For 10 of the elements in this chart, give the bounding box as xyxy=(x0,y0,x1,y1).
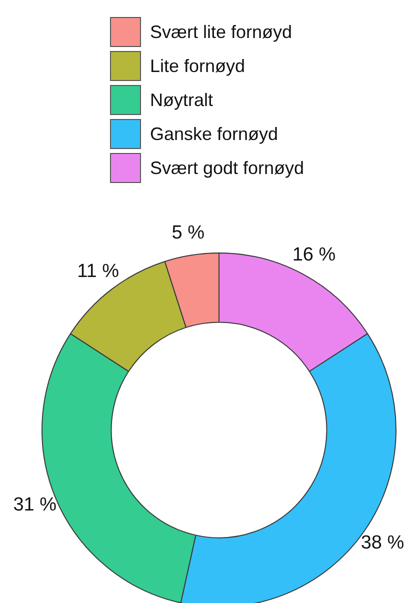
legend-label: Svært lite fornøyd xyxy=(150,22,292,42)
data-label: 31 % xyxy=(13,494,57,516)
data-label: 16 % xyxy=(292,244,336,266)
legend-label: Lite fornøyd xyxy=(150,56,246,76)
legend-label: Ganske fornøyd xyxy=(150,124,278,144)
legend-label: Nøytralt xyxy=(150,90,213,110)
data-label: 5 % xyxy=(172,222,205,244)
legend-label: Svært godt fornøyd xyxy=(150,158,304,178)
data-label: 11 % xyxy=(77,261,120,282)
data-label: 38 % xyxy=(360,532,404,554)
